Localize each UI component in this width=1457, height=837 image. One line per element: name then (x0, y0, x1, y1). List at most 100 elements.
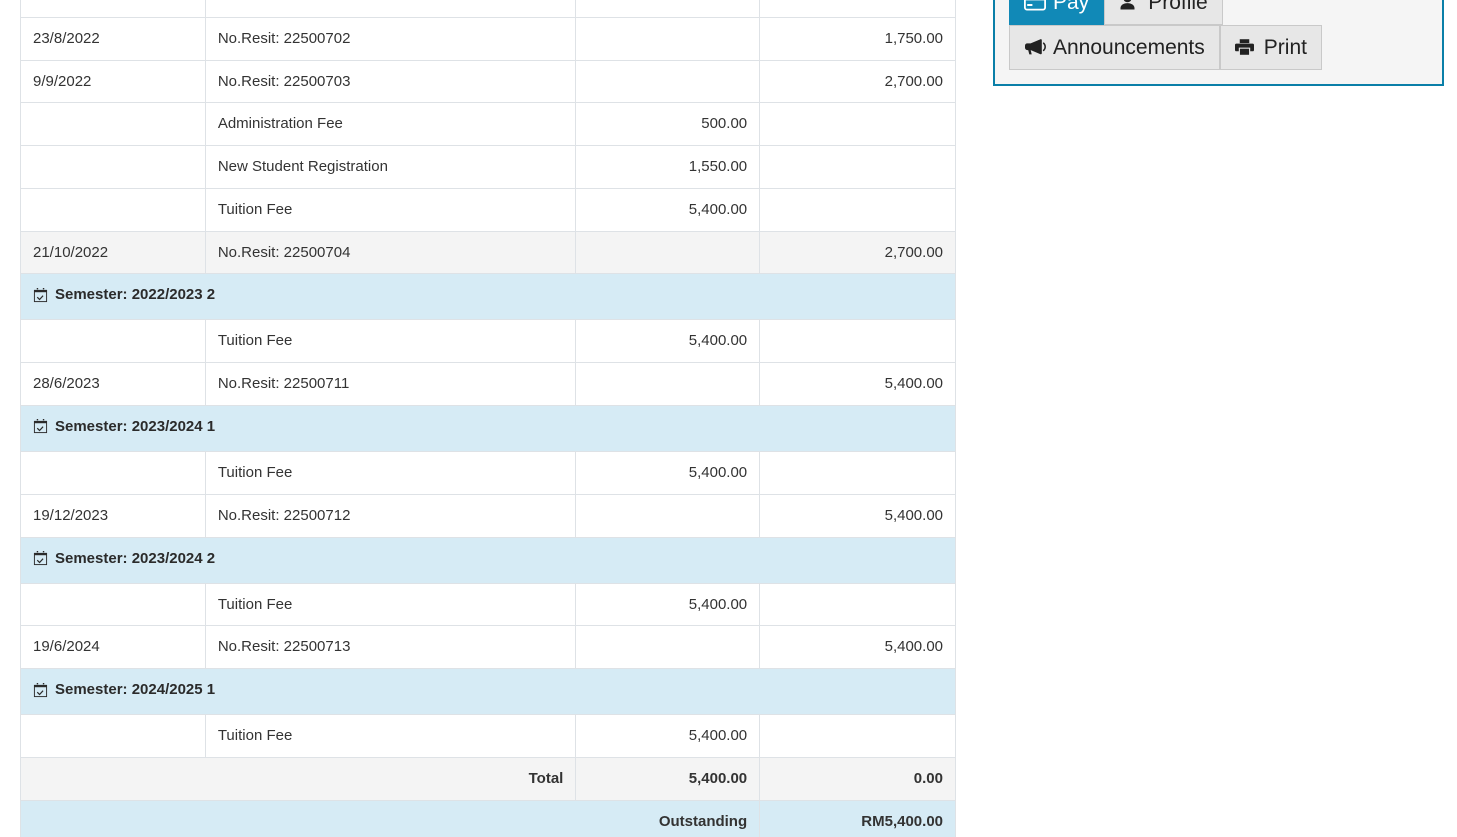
cell-debit (575, 0, 761, 18)
cell-description: No.Resit: 22500713 (204, 625, 577, 670)
pay-button-label: Pay (1053, 0, 1090, 14)
total-row: Total 5,400.00 0.00 (19, 757, 956, 801)
calendar-check-icon (33, 550, 48, 566)
semester-label: Semester: 2024/2025 1 (55, 681, 216, 699)
cell-description: Tuition Fee (204, 451, 577, 495)
cell-date (20, 714, 206, 758)
cell-date: 19/6/2024 (20, 625, 206, 670)
cell-description: Administration Fee (204, 102, 577, 146)
cell-description: Tuition Fee (204, 187, 577, 232)
cell-description: No.Resit: 22500704 (204, 230, 577, 275)
semester-header-row: Semester: 2022/2023 2 (20, 273, 956, 321)
action-button-group: Pay Profile Announcements Print (1009, 0, 1428, 70)
printer-icon (1234, 38, 1257, 58)
table-row: Tuition Fee 5,400.00 (20, 187, 956, 232)
semester-header-cell: Semester: 2023/2024 2 (20, 536, 956, 584)
semester-label-wrap: Semester: 2022/2023 2 (33, 284, 215, 306)
semester-label: Semester: 2022/2023 2 (55, 286, 216, 304)
cell-credit (759, 714, 956, 758)
cell-credit (759, 145, 956, 189)
table-row: 21/10/2022 No.Resit: 22500704 2,700.00 (20, 230, 956, 275)
total-debit: 5,400.00 (575, 757, 761, 801)
user-icon (1119, 0, 1141, 13)
cell-credit (759, 451, 956, 495)
semester-header-row: Semester: 2023/2024 2 (20, 536, 956, 584)
semester-header-cell: Semester: 2022/2023 2 (20, 273, 956, 321)
table-row: 23/8/2022 No.Resit: 22500702 1,750.00 (20, 16, 956, 61)
table-row: New Student Registration 1,550.00 (20, 145, 956, 189)
cell-credit: 5,400.00 (759, 493, 956, 538)
table-row: 19/12/2023 No.Resit: 22500712 5,400.00 (20, 493, 956, 538)
total-label: Total (19, 757, 577, 801)
cell-credit: 5,400.00 (759, 362, 956, 406)
cell-debit: 1,550.00 (575, 145, 761, 189)
cell-date (20, 319, 206, 364)
cell-credit: 2,700.00 (759, 59, 956, 104)
cell-date (20, 145, 206, 189)
semester-label-wrap: Semester: 2023/2024 2 (33, 548, 215, 570)
calendar-check-icon (33, 419, 48, 434)
table-row: Tuition Fee 5,400.00 (20, 451, 956, 495)
cell-credit (759, 102, 956, 146)
total-credit: 0.00 (759, 757, 956, 801)
cell-description: No.Resit: 22500711 (204, 362, 577, 406)
cell-debit (575, 362, 761, 406)
cell-description: Tuition Fee (204, 714, 577, 758)
cell-credit (759, 319, 956, 364)
cell-date (20, 102, 206, 146)
print-button[interactable]: Print (1219, 25, 1322, 70)
cell-debit: 5,400.00 (575, 714, 761, 758)
announcements-button[interactable]: Announcements (1009, 25, 1220, 70)
cell-description: No.Resit: 22500712 (204, 493, 577, 538)
cell-date: 28/6/2023 (20, 362, 206, 406)
cell-description: No.Resit: 22500701 (204, 0, 577, 18)
table-row: 28/6/2023 No.Resit: 22500711 5,400.00 (20, 362, 956, 406)
semester-label: Semester: 2023/2024 1 (55, 417, 216, 435)
cell-credit: 300.00 (759, 0, 956, 18)
cell-description: New Student Registration (204, 145, 577, 189)
table-row: Tuition Fee 5,400.00 (20, 714, 956, 758)
cell-description: Tuition Fee (204, 582, 577, 627)
semester-label: Semester: 2023/2024 2 (55, 549, 216, 567)
cell-description: Tuition Fee (204, 319, 577, 364)
cell-credit (759, 582, 956, 627)
cell-debit (575, 493, 761, 538)
cell-description: No.Resit: 22500702 (204, 16, 577, 61)
cell-date: 23/8/2022 (20, 16, 206, 61)
cell-credit: 1,750.00 (759, 16, 956, 61)
calendar-check-icon (33, 682, 48, 698)
cell-debit: 5,400.00 (575, 319, 761, 364)
semester-header-row: Semester: 2024/2025 1 (20, 668, 956, 716)
outstanding-label: Outstanding (19, 799, 761, 837)
cell-debit (575, 16, 761, 61)
cell-date (20, 451, 206, 495)
profile-button[interactable]: Profile (1104, 0, 1223, 25)
table-row: 19/6/2024 No.Resit: 22500713 5,400.00 (20, 625, 956, 670)
cell-debit: 500.00 (575, 102, 761, 146)
pay-button[interactable]: Pay (1009, 0, 1105, 25)
semester-label-wrap: Semester: 2023/2024 1 (33, 416, 215, 438)
credit-card-icon (1024, 0, 1046, 13)
table-row: Tuition Fee 5,400.00 (20, 319, 956, 364)
bullhorn-icon (1024, 38, 1046, 58)
cell-debit (575, 230, 761, 275)
calendar-check-icon (33, 287, 48, 303)
cell-date: 19/12/2023 (20, 493, 206, 538)
semester-header-cell: Semester: 2023/2024 1 (20, 404, 956, 453)
cell-date: 9/9/2022 (20, 59, 206, 104)
profile-button-label: Profile (1148, 0, 1208, 14)
table-row: Tuition Fee 5,400.00 (20, 582, 956, 627)
cell-date: 20/6/2022 (20, 0, 206, 18)
print-button-label: Print (1263, 36, 1307, 59)
announcements-button-label: Announcements (1053, 36, 1205, 59)
cell-date (20, 187, 206, 232)
cell-date (20, 582, 206, 627)
action-panel: Pay Profile Announcements Print (993, 0, 1444, 86)
cell-debit: 5,400.00 (575, 187, 761, 232)
cell-credit: 2,700.00 (759, 230, 956, 275)
cell-credit (759, 187, 956, 232)
